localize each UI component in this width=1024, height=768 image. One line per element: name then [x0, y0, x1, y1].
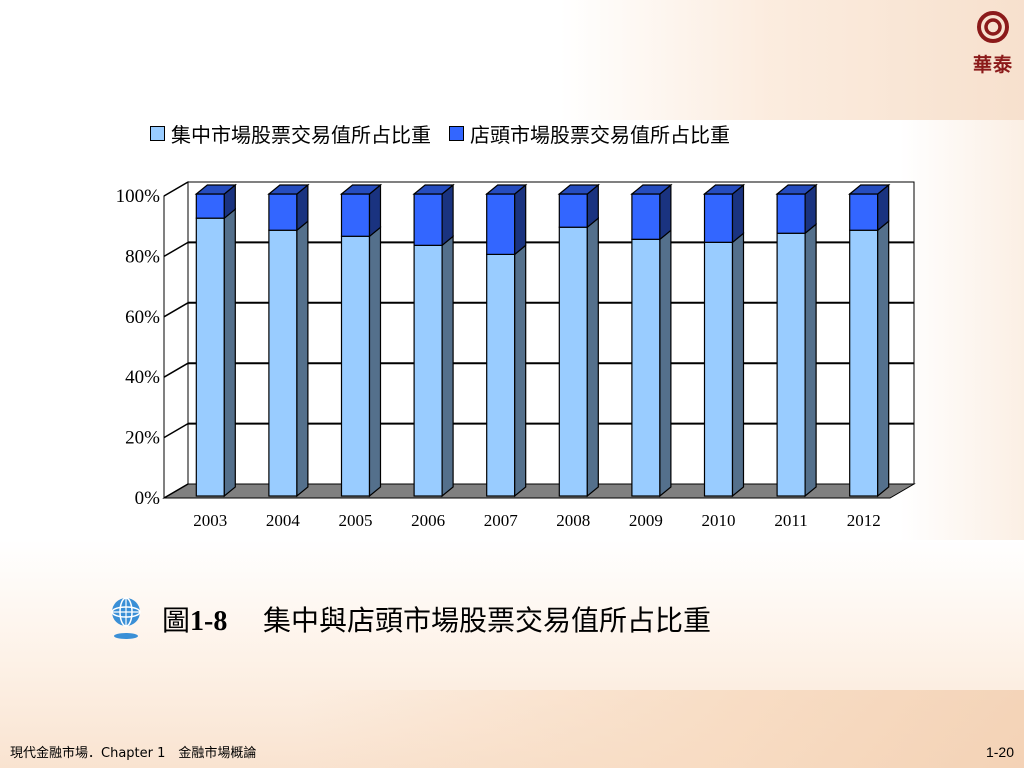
- bar-segment-series-2: [268, 193, 298, 231]
- bar-side-series-1: [514, 244, 527, 498]
- caption-prefix: 圖: [162, 604, 191, 637]
- page-number: 1-20: [985, 744, 1014, 760]
- gridline-side: [163, 181, 189, 197]
- footer-chapter: 現代金融市場．Chapter 1 金融市場概論: [10, 746, 257, 761]
- bar-side-series-1: [441, 235, 454, 498]
- bar-side-series-1: [586, 216, 599, 498]
- bar-side-series-1: [296, 219, 309, 498]
- bar-segment-series-2: [776, 193, 806, 234]
- bar-segment-series-1: [413, 244, 443, 497]
- x-tick-label: 2008: [556, 511, 590, 530]
- bar-side-series-1: [368, 226, 382, 498]
- bar-side-series-2: [441, 183, 454, 247]
- background-decoration: [300, 690, 1024, 768]
- x-tick-label: 2006: [411, 511, 445, 530]
- figure-caption: 圖1-8 集中與店頭市場股票交易值所占比重: [106, 594, 711, 644]
- y-tick-label: 60%: [125, 307, 160, 328]
- y-tick-label: 20%: [125, 428, 160, 449]
- x-tick-label: 2005: [339, 511, 373, 530]
- chart-side-wall: [163, 181, 189, 499]
- y-tick-label: 100%: [116, 186, 161, 207]
- x-tick-label: 2012: [847, 511, 881, 530]
- bar-top-series-2: [557, 184, 600, 195]
- brand-logo: 華泰: [966, 6, 1020, 76]
- bar-top-series-2: [630, 184, 673, 195]
- bar-top-series-2: [702, 184, 746, 195]
- bar-side-series-2: [731, 183, 745, 244]
- bar-top-series-2: [485, 184, 528, 195]
- background-decoration: [900, 120, 1024, 540]
- bar-segment-series-2: [195, 193, 225, 219]
- bar-side-series-1: [223, 207, 236, 498]
- caption-text: 集中與店頭市場股票交易值所占比重: [262, 604, 711, 637]
- x-tick-label: 2003: [193, 511, 227, 530]
- caption-title: 圖1-8 集中與店頭市場股票交易值所占比重: [162, 599, 711, 639]
- bar-segment-series-1: [195, 217, 225, 497]
- y-tick-label: 0%: [135, 488, 161, 509]
- bar-segment-series-2: [413, 193, 443, 246]
- y-tick-label: 40%: [125, 367, 160, 388]
- caption-number: 1-8: [190, 606, 228, 637]
- gridline-side: [163, 422, 189, 439]
- gridline-side: [163, 483, 189, 499]
- bar-top-series-2: [339, 184, 383, 195]
- bar-side-series-1: [659, 229, 672, 498]
- bar-segment-series-2: [558, 193, 588, 228]
- gridline-side: [163, 241, 189, 258]
- bar-side-series-2: [514, 183, 527, 256]
- legend-item-series-1: 集中市場股票交易值所占比重: [150, 119, 431, 148]
- bar-top-series-2: [194, 184, 237, 195]
- chart-legend: 集中市場股票交易值所占比重 店頭市場股票交易值所占比重: [150, 118, 748, 148]
- bar-segment-series-2: [703, 193, 734, 243]
- y-tick-label: 80%: [125, 246, 160, 267]
- x-tick-label: 2010: [702, 511, 736, 530]
- bar-segment-series-2: [631, 193, 661, 240]
- bar-segment-series-2: [849, 193, 879, 231]
- bar-segment-series-2: [486, 193, 516, 256]
- x-tick-label: 2011: [774, 511, 807, 530]
- legend-swatch-series-2: [449, 125, 464, 141]
- bar-segment-series-1: [340, 235, 371, 497]
- bar-side-series-1: [731, 232, 745, 498]
- bar-top-series-2: [412, 184, 455, 195]
- bar-segment-series-2: [340, 193, 371, 237]
- x-tick-label: 2009: [629, 511, 663, 530]
- stacked-bar-chart: 0% 20% 40% 60% 80% 100% 2003 2004 2005 2006 2007 20…: [116, 181, 916, 530]
- bar-segment-series-1: [558, 226, 588, 497]
- legend-item-series-2: 店頭市場股票交易值所占比重: [449, 119, 730, 148]
- bar-side-series-1: [877, 219, 890, 498]
- legend-label-series-2: 店頭市場股票交易值所占比重: [470, 122, 730, 147]
- bar-top-series-2: [848, 184, 891, 195]
- legend-swatch-series-1: [150, 125, 165, 141]
- bar-top-series-2: [775, 184, 818, 195]
- bar-segment-series-1: [776, 232, 806, 497]
- background-decoration: [560, 0, 1024, 120]
- bar-segment-series-1: [631, 238, 661, 497]
- bar-segment-series-1: [486, 253, 516, 497]
- bar-segment-series-1: [849, 229, 879, 497]
- bar-side-series-1: [804, 222, 817, 498]
- legend-label-series-1: 集中市場股票交易值所占比重: [171, 122, 431, 147]
- logo-ring-icon: [977, 11, 1009, 43]
- globe-icon: [111, 597, 141, 639]
- bar-top-series-2: [267, 184, 310, 195]
- x-tick-label: 2007: [484, 511, 519, 530]
- bar-segment-series-1: [268, 229, 298, 497]
- x-tick-label: 2004: [266, 511, 301, 530]
- gridline-side: [163, 302, 189, 318]
- brand-name: 華泰: [972, 54, 1013, 76]
- gridline-side: [163, 362, 189, 378]
- bar-segment-series-1: [703, 241, 734, 497]
